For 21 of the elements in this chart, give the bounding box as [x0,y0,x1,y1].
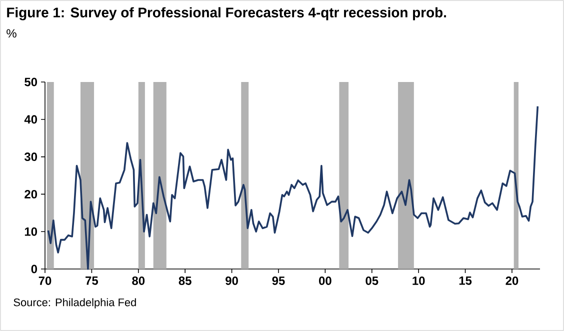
x-tick-label: 10 [412,276,425,285]
y-tick-label: 50 [24,78,37,86]
x-tick-label: 90 [226,276,238,285]
y-tick-label: 40 [24,115,37,124]
y-tick-label: 20 [24,190,37,198]
line-series [47,105,539,270]
y-tick-label: 30 [24,152,37,162]
y-axis-title: % [6,29,16,38]
x-tick-label: 70 [38,276,52,285]
x-tick-label: 85 [178,276,192,285]
x-tick-label: 95 [272,276,285,285]
x-tick-label: 05 [366,276,378,285]
y-tick-label: 10 [24,227,37,236]
x-tick-label: 00 [319,276,332,285]
x-tick-label: 75 [86,276,98,285]
x-tick-label: 20 [506,276,518,285]
source-note: Source: Philadelphia Fed [14,298,136,308]
x-tick-label: 80 [132,276,145,285]
y-tick-label: 0 [31,264,38,274]
x-tick-label: 15 [459,276,472,285]
chart-title: Figure 1: Survey of Professional Forecasters 4-qtr recession prob. [7,7,446,20]
